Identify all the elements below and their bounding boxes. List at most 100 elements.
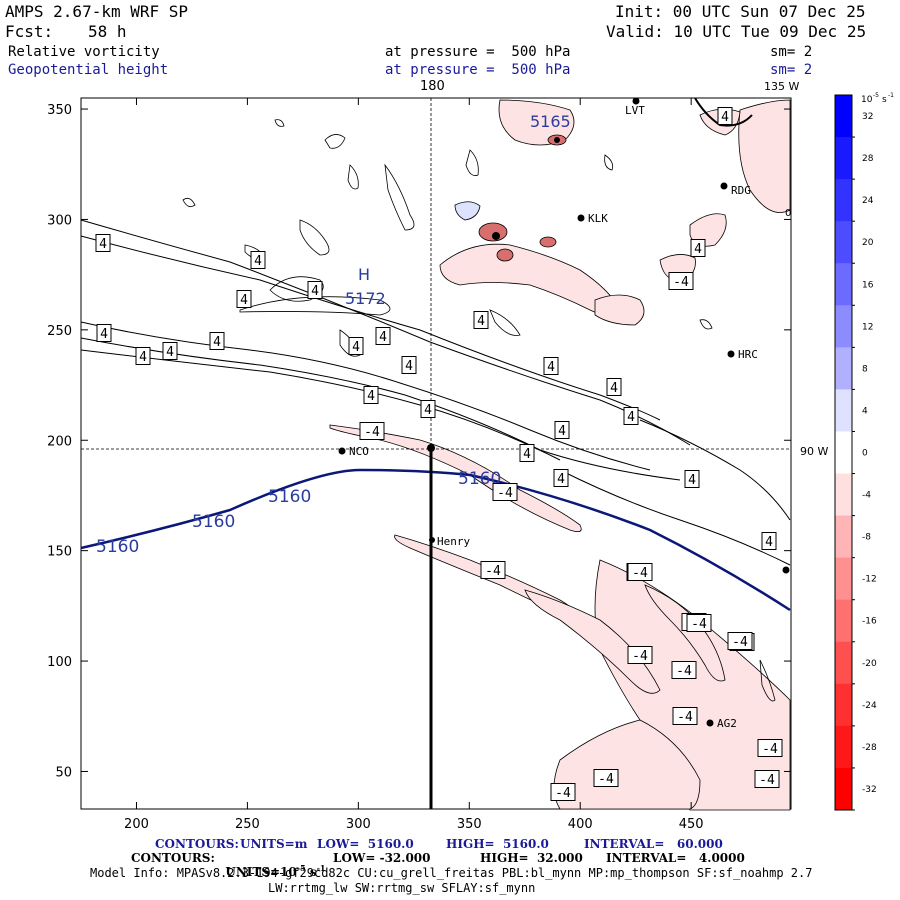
height-label: 5160	[96, 537, 139, 557]
colorbar-segment	[835, 683, 852, 727]
y-tick-label: 150	[47, 545, 72, 560]
vort-label-pos: 4	[424, 403, 432, 418]
field1-smoothing: sm= 2	[770, 44, 813, 60]
vort-box-pos	[420, 400, 436, 418]
vort-label-pos: 4	[367, 389, 375, 404]
colorbar-segment	[835, 95, 852, 138]
footer-vort-units-post: s	[305, 865, 317, 879]
colorbar-segment	[835, 641, 852, 685]
vort-box-pos	[761, 532, 777, 550]
station-marker-henry[interactable]	[429, 537, 435, 543]
colorbar-segment	[835, 347, 852, 390]
vort-box-pos	[401, 356, 417, 374]
colorbar-label: -12	[862, 575, 877, 585]
colorbar-label: 12	[862, 322, 873, 332]
vort-box-pos	[684, 470, 700, 488]
vort-box-neg	[757, 739, 783, 757]
vort-label-pos: 4	[379, 330, 387, 345]
x-axis-ticks: 200 250 300 350 400 450	[124, 98, 704, 832]
footer-model-info: Model Info: MPASv8.2.3-194-gf29cd82c CU:…	[90, 866, 813, 880]
positive-vorticity-contours	[80, 219, 791, 566]
colorbar-label: 8	[862, 364, 868, 374]
footer-height-low: LOW= 5160.0	[317, 837, 414, 851]
vort-label-neg: -4	[762, 742, 778, 757]
station-marker-lvt[interactable]	[632, 97, 640, 105]
vort-label-neg: -4	[759, 773, 775, 788]
colorbar-label: -28	[862, 743, 877, 753]
vort-box-neg	[480, 561, 506, 579]
vort-label-neg: -4	[673, 275, 689, 290]
station-marker-hrc[interactable]	[727, 350, 735, 358]
station-label-ag2: AG2	[717, 717, 737, 730]
vort-label-pos: 4	[721, 110, 729, 125]
colorbar-frame	[834, 94, 853, 811]
station-marker-edge[interactable]	[782, 566, 790, 574]
footer-height-interval: INTERVAL= 60.000	[584, 837, 723, 851]
vort-box-pos	[209, 332, 225, 350]
lon-label-180: 180	[420, 79, 445, 94]
field1-name: Relative vorticity	[8, 44, 160, 60]
footer-vort-units-exp: -5	[296, 863, 306, 873]
vort-label-neg: -4	[691, 617, 707, 632]
vort-label-pos: 4	[610, 381, 618, 396]
vort-label-neg: -4	[598, 772, 614, 787]
vort-box-neg	[754, 770, 780, 788]
vort-box-neg	[672, 707, 698, 725]
vort-label-neg: -4	[555, 786, 571, 801]
vort-label-pos: 4	[523, 447, 531, 462]
vort-label-pos: 4	[139, 350, 147, 365]
colorbar-unit-exp: -5	[873, 92, 879, 99]
colorbar-segment	[835, 599, 852, 643]
y-tick-label: 350	[47, 103, 72, 118]
colorbar-label: -20	[862, 659, 877, 669]
y-tick-label: 300	[47, 213, 72, 228]
station-label-hrc: HRC	[738, 348, 758, 361]
colorbar-zero-mark: 0	[785, 208, 791, 219]
station-marker-nco[interactable]	[338, 447, 346, 455]
vort-box-neg	[686, 614, 712, 632]
station-label-henry: Henry	[437, 535, 470, 548]
height-label: 5160	[268, 487, 311, 507]
stations-layer: LVT RDG KLK HRC NCO Henry AG2	[338, 97, 790, 730]
forecast-label: Fcst:	[5, 22, 54, 41]
vort-box-pos	[623, 407, 639, 425]
station-marker-rdg[interactable]	[720, 182, 728, 190]
positive-vorticity-shading	[454, 201, 481, 221]
vort-label-pos: 4	[311, 284, 319, 299]
colorbar-label: 0	[862, 449, 868, 459]
vort-box-pos	[375, 327, 391, 345]
footer-vort-units: UNITS=10-5 s-1	[217, 852, 325, 878]
vort-label-pos: 4	[240, 293, 248, 308]
vort-label-pos: 4	[557, 472, 565, 487]
vort-box-neg	[627, 563, 653, 581]
footer-vort-high: HIGH= 32.000	[480, 851, 583, 865]
vort-label-neg: -4	[497, 486, 513, 501]
vort-label-neg: -4	[732, 635, 748, 650]
forecast-hours: 58 h	[88, 22, 127, 41]
x-tick-label: 350	[457, 817, 482, 832]
station-marker-ag2[interactable]	[706, 719, 714, 727]
footer-vort-units-exp2: -1	[316, 863, 326, 873]
station-label-klk: KLK	[588, 212, 608, 225]
field1-level: at pressure = 500 hPa	[385, 44, 571, 60]
colorbar-segment	[835, 473, 852, 517]
field2-name: Geopotential height	[8, 62, 169, 78]
station-label-rdg: RDG	[731, 184, 751, 197]
vort-box-pos	[95, 234, 111, 252]
footer-vort-units-pre: UNITS=10	[225, 865, 297, 879]
vort-box-pos	[519, 444, 535, 462]
colorbar-unit-s: s	[882, 95, 887, 105]
x-tick-label: 300	[346, 817, 371, 832]
vort-label-pos: 4	[405, 359, 413, 374]
height-labels: 5160 5160 5160 5160	[96, 469, 501, 557]
footer-vort-interval: INTERVAL= 4.0000	[606, 851, 745, 865]
height-label: 5160	[192, 512, 235, 532]
colorbar-label: 32	[862, 112, 873, 122]
y-tick-label: 100	[47, 655, 72, 670]
station-marker-klk[interactable]	[577, 214, 585, 222]
vort-box-pos	[543, 357, 559, 375]
vort-box-pos	[135, 347, 151, 365]
footer-vort-contours-label: CONTOURS:	[131, 851, 215, 865]
footer-height-units: UNITS=m	[240, 837, 308, 851]
